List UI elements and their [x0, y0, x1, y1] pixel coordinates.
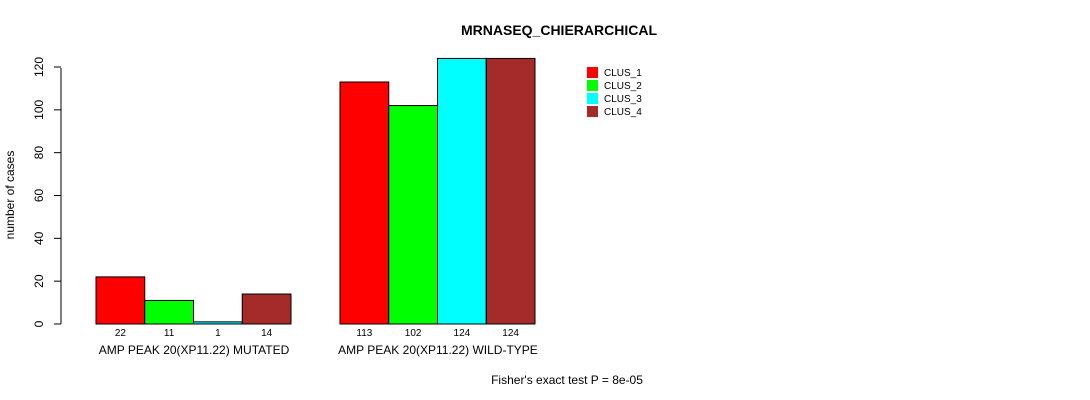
bar-value-label: 11: [164, 328, 175, 339]
bar-clus-2-wild-type: [388, 105, 438, 325]
y-tick-label: 120: [32, 57, 46, 77]
fisher-test-footnote: Fisher's exact test P = 8e-05: [491, 373, 643, 387]
y-tick-label: 40: [32, 231, 46, 245]
chart-title: MRNASEQ_CHIERARCHICAL: [461, 22, 657, 38]
bars-group: [95, 57, 536, 325]
bar-clus-2-mutated: [144, 299, 194, 325]
bar-clus-4-wild-type: [485, 57, 536, 325]
legend-swatch-clus-4: [587, 106, 598, 117]
legend: CLUS_1 CLUS_2 CLUS_3 CLUS_4: [587, 67, 642, 118]
legend-label-clus-3: CLUS_3: [604, 94, 642, 105]
legend-swatch-clus-1: [587, 67, 598, 78]
legend-swatch-clus-2: [587, 80, 598, 91]
bar-value-label: 124: [454, 328, 471, 339]
legend-label-clus-2: CLUS_2: [604, 81, 642, 92]
bar-value-label: 14: [261, 328, 273, 339]
bar-clus-3-wild-type: [437, 57, 487, 325]
bar-value-label: 22: [115, 328, 127, 339]
y-tick-label: 100: [32, 100, 46, 120]
bar-value-label: 102: [405, 328, 422, 339]
y-axis-ticks: 0 20 40 60 80 100 120: [32, 57, 61, 327]
bar-value-label: 1: [215, 328, 221, 339]
legend-swatch-clus-3: [587, 93, 598, 104]
y-tick-label: 80: [32, 146, 46, 160]
category-label-mutated: AMP PEAK 20(XP11.22) MUTATED: [99, 343, 290, 357]
bar-value-labels: 22 11 1 14 113 102 124 124: [115, 328, 520, 339]
bar-clus-1-mutated: [95, 276, 146, 325]
bar-clus-3-mutated: [193, 321, 243, 325]
legend-label-clus-1: CLUS_1: [604, 68, 642, 79]
bar-clus-1-wild-type: [339, 81, 390, 325]
category-label-wild-type: AMP PEAK 20(XP11.22) WILD-TYPE: [338, 343, 538, 357]
legend-label-clus-4: CLUS_4: [604, 107, 642, 118]
bar-value-label: 113: [356, 328, 372, 339]
y-tick-label: 20: [32, 274, 46, 288]
y-tick-label: 60: [32, 189, 46, 203]
y-axis-label: number of cases: [3, 151, 17, 240]
bar-clus-4-mutated: [241, 293, 292, 325]
y-tick-label: 0: [32, 320, 46, 327]
bar-value-label: 124: [502, 328, 519, 339]
